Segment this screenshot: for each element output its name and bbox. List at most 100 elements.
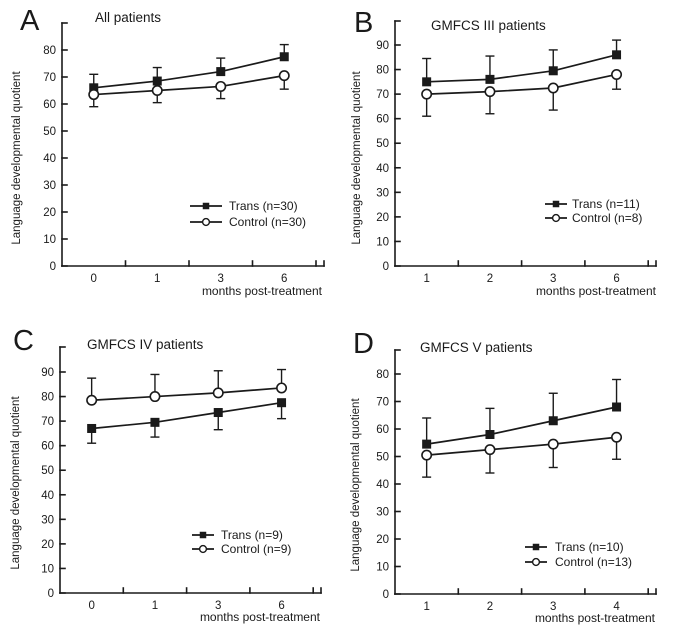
y-tick-label: 50 — [43, 126, 56, 138]
panel-title: GMFCS IV patients — [87, 337, 204, 352]
data-point-marker-circle — [212, 387, 224, 399]
y-tick-label: 60 — [43, 99, 56, 111]
legend: Trans (n=11)Control (n=8) — [545, 197, 642, 225]
y-tick-label: 70 — [43, 72, 56, 84]
y-tick-label: 40 — [41, 490, 54, 502]
y-tick-label: 20 — [376, 534, 389, 546]
x-tick-label: 1 — [154, 273, 160, 285]
data-point-marker-circle — [547, 82, 559, 94]
y-tick-label: 60 — [376, 424, 389, 436]
error-bar — [612, 378, 622, 407]
panel-b: B GMFCS III patients Language developmen… — [351, 7, 657, 298]
x-tick-label: 6 — [278, 600, 284, 612]
data-point-marker-circle — [484, 444, 496, 456]
data-point-marker-circle — [86, 394, 98, 406]
data-point-marker-square — [150, 417, 160, 427]
data-point-marker-circle — [215, 80, 227, 92]
data-point-marker-square — [612, 50, 622, 60]
panel-letter: D — [353, 328, 374, 360]
y-tick-label: 40 — [376, 479, 389, 491]
data-point-marker-square — [152, 76, 162, 86]
series-line — [91, 401, 282, 430]
x-tick-label: 4 — [613, 601, 620, 613]
y-tick-label: 0 — [48, 588, 54, 600]
data-point-marker-circle — [421, 88, 433, 100]
legend-label: Trans (n=11) — [572, 197, 640, 211]
legend-marker-circle — [551, 213, 561, 223]
x-tick-label: 1 — [423, 601, 429, 613]
y-tick-label: 80 — [376, 65, 389, 77]
y-tick-label: 70 — [376, 89, 389, 101]
legend-marker-circle — [531, 557, 541, 567]
y-tick-label: 10 — [376, 562, 389, 574]
data-point-marker-square — [87, 423, 97, 433]
data-point-marker-square — [422, 77, 432, 87]
legend-label: Trans (n=9) — [221, 528, 283, 542]
panel-letter: A — [20, 5, 40, 37]
series-line — [91, 387, 282, 402]
y-tick-label: 80 — [43, 45, 56, 57]
legend-label: Control (n=9) — [221, 542, 291, 556]
y-tick-label: 50 — [376, 138, 389, 150]
x-tick-label: 3 — [550, 601, 556, 613]
data-point-marker-square — [485, 430, 495, 439]
data-point-marker-square — [422, 439, 432, 449]
x-tick-label: 1 — [152, 600, 158, 612]
y-tick-label: 50 — [376, 452, 389, 464]
y-tick-label: 20 — [41, 539, 54, 551]
x-axis — [59, 587, 322, 594]
data-point-marker-square — [89, 83, 99, 93]
y-tick-label: 0 — [383, 261, 389, 273]
y-tick-label: 20 — [43, 207, 56, 219]
y-tick-label: 40 — [376, 163, 389, 175]
y-axis — [394, 349, 401, 595]
y-tick-label: 10 — [41, 563, 54, 575]
panel-title: GMFCS III patients — [431, 18, 546, 33]
legend-marker-square — [202, 202, 210, 210]
x-tick-label: 3 — [215, 600, 221, 612]
y-tick-label: 70 — [376, 397, 389, 409]
y-tick-label: 40 — [43, 153, 56, 165]
x-tick-label: 2 — [487, 273, 493, 285]
plot-area: 0 10 20 30 40 50 60 70 80 1 2 3 4 Trans (n=10)Control… — [376, 349, 657, 613]
series-line — [426, 406, 617, 445]
series-trans — [87, 398, 287, 444]
data-point-marker-square — [213, 408, 223, 418]
x-tick-label: 6 — [613, 273, 619, 285]
series-line — [426, 53, 617, 83]
y-tick-label: 10 — [43, 234, 56, 246]
data-point-marker-square — [277, 398, 287, 408]
x-tick-label: 0 — [88, 600, 94, 612]
legend-label: Control (n=13) — [555, 555, 632, 569]
data-point-marker-square — [548, 416, 558, 426]
x-tick-label: 6 — [281, 273, 287, 285]
series-trans — [422, 39, 622, 87]
y-tick-label: 60 — [376, 114, 389, 126]
series-control — [421, 68, 623, 117]
series-control — [86, 368, 288, 406]
x-axis — [394, 588, 657, 595]
y-tick-label: 30 — [43, 180, 56, 192]
series-trans — [422, 378, 622, 449]
series-trans — [89, 43, 289, 93]
y-tick-label: 70 — [41, 416, 54, 428]
y-axis — [59, 346, 66, 594]
y-tick-label: 30 — [376, 187, 389, 199]
x-tick-label: 3 — [550, 273, 556, 285]
plot-area: 0 10 20 30 40 50 60 70 80 90 1 2 3 6 Trans (n=11)Contr… — [376, 20, 657, 285]
data-point-marker-square — [485, 74, 495, 84]
legend: Trans (n=10)Control (n=13) — [525, 540, 632, 569]
y-axis-label: Language developmental quotient — [351, 71, 363, 245]
legend-marker-circle — [198, 544, 208, 554]
series-line — [426, 73, 617, 95]
y-axis-label: Language developmental quotient — [10, 396, 22, 570]
data-point-marker-circle — [421, 449, 433, 461]
error-bar — [548, 392, 558, 421]
y-tick-label: 80 — [41, 392, 54, 404]
y-tick-label: 90 — [41, 367, 54, 379]
y-tick-label: 0 — [383, 589, 389, 601]
y-tick-label: 30 — [41, 514, 54, 526]
data-point-marker-square — [279, 52, 289, 62]
legend-marker-square — [532, 543, 540, 551]
x-axis-label: months post-treatment — [535, 611, 656, 625]
